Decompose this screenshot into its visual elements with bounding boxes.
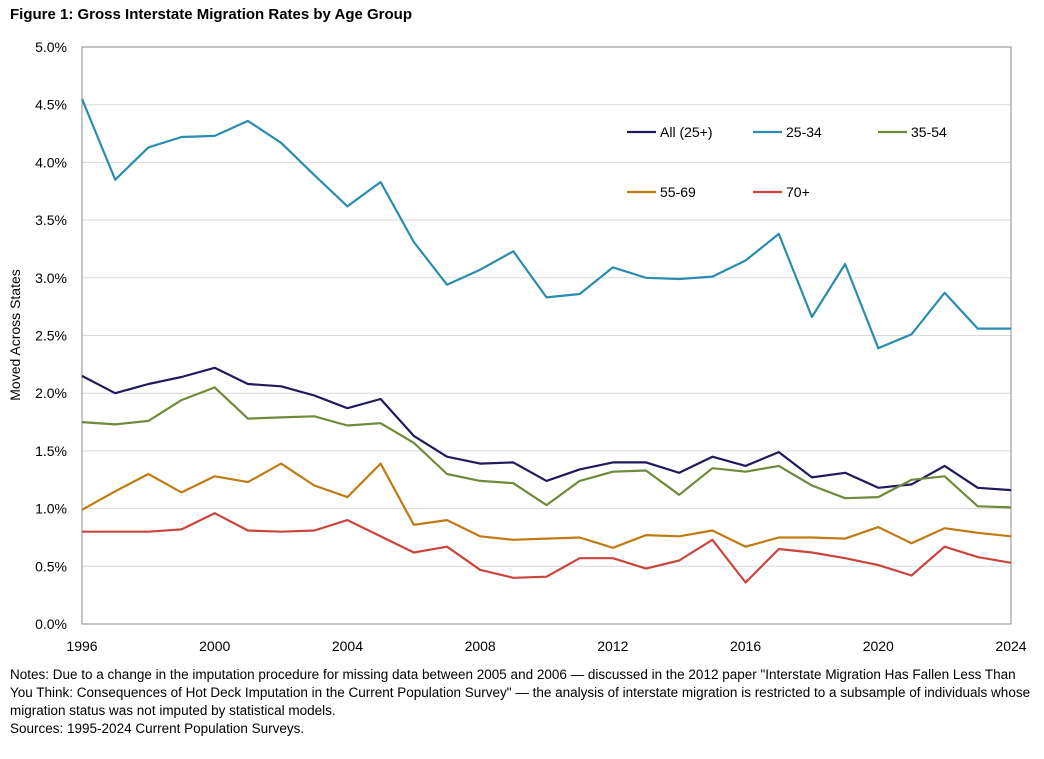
series-line-55-69 xyxy=(81,462,1012,549)
legend-label: 35-54 xyxy=(911,124,947,140)
legend-label: 55-69 xyxy=(660,184,696,200)
chart-title: Figure 1: Gross Interstate Migration Rat… xyxy=(10,6,413,23)
y-tick-label: 4.5% xyxy=(35,97,67,113)
line-chart: 0.0% 0.5% 1.0% 1.5% 2.0% 2.5% 3.0% 3.5% 4.0% 4.5%… xyxy=(7,39,1027,654)
y-axis-label: Moved Across States xyxy=(7,269,23,401)
axes xyxy=(81,46,1012,625)
sources-text: Sources: 1995-2024 Current Population Su… xyxy=(10,721,305,736)
y-tick-label: 0.0% xyxy=(35,616,67,632)
x-tick-label: 2024 xyxy=(995,638,1026,654)
x-tick-label: 2000 xyxy=(199,638,230,654)
legend-label: 25-34 xyxy=(786,124,822,140)
gridlines xyxy=(82,46,1011,567)
notes-block: Notes: Due to a change in the imputation… xyxy=(10,666,1035,738)
y-tick-label: 4.0% xyxy=(35,154,67,170)
x-tick-label: 2004 xyxy=(332,638,363,654)
series-line-35-54 xyxy=(81,386,1012,509)
x-tick-label: 2012 xyxy=(597,638,628,654)
x-tick-label: 1996 xyxy=(66,638,97,654)
y-tick-label: 2.0% xyxy=(35,385,67,401)
y-tick-label: 1.5% xyxy=(35,443,67,459)
legend-label: All (25+) xyxy=(660,124,713,140)
series-line-all-25- xyxy=(81,366,1012,492)
x-tick-label: 2020 xyxy=(863,638,894,654)
y-tick-label: 3.0% xyxy=(35,270,67,286)
x-tick-label: 2008 xyxy=(465,638,496,654)
y-tick-label: 3.5% xyxy=(35,212,67,228)
series-line-25-34 xyxy=(80,98,1011,350)
series-lines xyxy=(80,98,1012,584)
notes-text: Notes: Due to a change in the imputation… xyxy=(10,667,1031,718)
tick-labels: 0.0% 0.5% 1.0% 1.5% 2.0% 2.5% 3.0% 3.5% 4.0% 4.5%… xyxy=(35,39,1027,654)
y-tick-label: 2.5% xyxy=(35,328,67,344)
legend-label: 70+ xyxy=(786,184,810,200)
x-tick-label: 2016 xyxy=(730,638,761,654)
series-line-70- xyxy=(82,512,1012,584)
legend: All (25+) 25-34 35-54 55-69 70+ xyxy=(627,124,947,200)
y-tick-label: 5.0% xyxy=(35,39,67,55)
y-tick-label: 0.5% xyxy=(35,558,67,574)
plot-border xyxy=(81,46,1012,625)
y-tick-label: 1.0% xyxy=(35,501,67,517)
